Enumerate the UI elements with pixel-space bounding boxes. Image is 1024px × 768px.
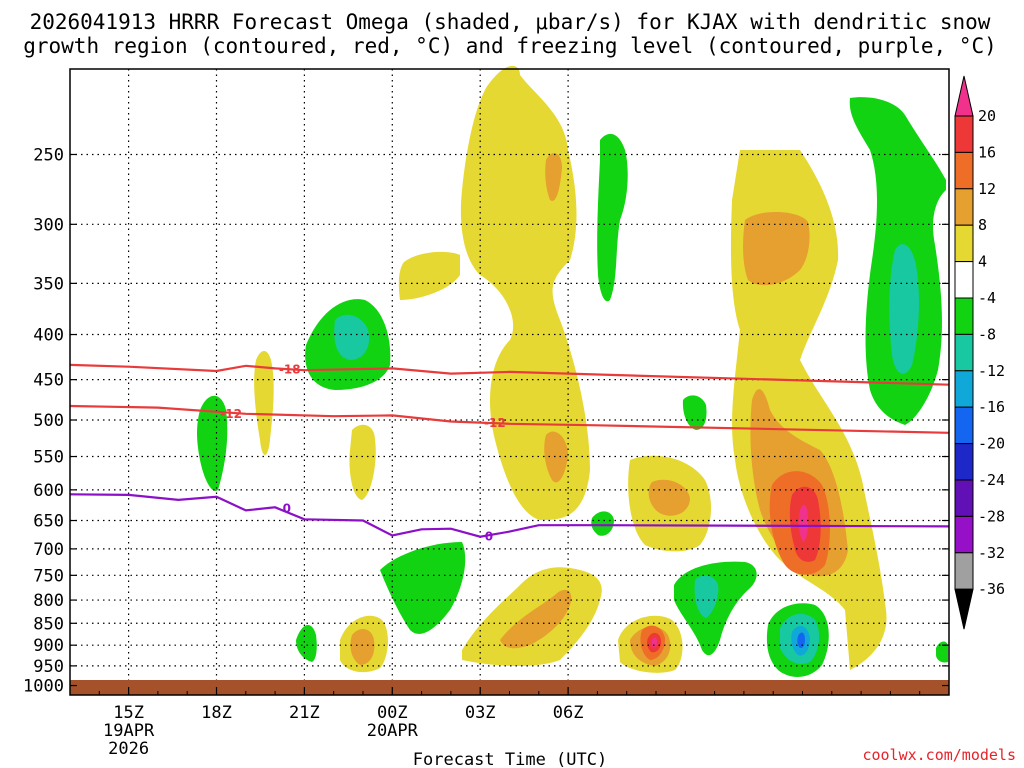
omega-area-yellow-mid-left	[398, 251, 460, 300]
colorbar-label: 4	[978, 253, 987, 271]
omega-area-teal-lower-mid	[694, 575, 719, 618]
colorbar-label: -32	[978, 544, 1005, 562]
omega-area-yellow-small-b	[349, 424, 376, 500]
contour-label: 0	[485, 530, 493, 544]
y-tick-label: 450	[33, 371, 64, 391]
y-tick-label: 400	[33, 326, 64, 346]
omega-area-magenta	[798, 504, 808, 542]
x-tick-label: 06Z	[553, 703, 584, 723]
colorbar-swatch	[954, 406, 974, 445]
y-tick-label: 350	[33, 274, 64, 294]
colorbar-swatch	[954, 151, 974, 190]
omega-area-orange-upper-right	[743, 211, 810, 286]
colorbar-swatch	[954, 515, 974, 554]
colorbar-label: -28	[978, 507, 1005, 525]
y-tick-label: 500	[33, 411, 64, 431]
y-tick-label: 750	[33, 566, 64, 586]
colorbar-label: -16	[978, 398, 1005, 416]
y-tick-label: 250	[33, 145, 64, 165]
omega-area-orange-lower-center	[500, 589, 572, 649]
omega-area-green-small-a	[296, 624, 317, 662]
colorbar-label: -36	[978, 580, 1005, 598]
omega-area-teal-mid-left	[334, 314, 370, 360]
omega-area-orange-small-a	[545, 153, 562, 201]
y-tick-label: 800	[33, 591, 64, 611]
contour-freezing-level	[69, 493, 950, 538]
colorbar-swatch	[954, 224, 974, 263]
omega-area-green-small-b	[936, 641, 948, 663]
colorbar-label: -4	[978, 289, 996, 307]
x-tick-label: 15Z	[113, 703, 144, 723]
chart-title-line1: 2026041913 HRRR Forecast Omega (shaded, …	[30, 10, 991, 34]
colorbar-swatch	[954, 552, 974, 590]
omega-area-orange-small-d	[350, 628, 375, 665]
contour-label: -18	[279, 362, 301, 376]
x-tick-year: 2026	[108, 739, 149, 759]
y-tick-label: 700	[33, 540, 64, 560]
colorbar-swatch	[954, 188, 974, 226]
contour-dendritic-upper	[69, 363, 950, 386]
y-tick-label: 550	[33, 448, 64, 468]
y-tick-label: 600	[33, 481, 64, 501]
y-tick-label: 300	[33, 215, 64, 235]
omega-area-green-upper-center	[597, 133, 628, 302]
omega-area-orange-small-c	[648, 479, 690, 516]
contour-dendritic-lower	[69, 404, 950, 434]
colorbar-swatch	[954, 115, 974, 153]
x-axis-label: Forecast Time (UTC)	[413, 750, 607, 768]
omega-area-orange-small-b	[544, 431, 568, 483]
colorbar-swatch	[954, 443, 974, 481]
colorbar-top-arrow	[954, 75, 974, 117]
y-tick-label: 950	[33, 657, 64, 677]
contour-label: -12	[220, 407, 242, 421]
colorbar-bottom-arrow	[954, 588, 974, 630]
colorbar: 20 16 12 8 4 -4 -8 -12 -16 -20 -24 -28 -32 -36	[954, 75, 1005, 630]
colorbar-label: -20	[978, 435, 1005, 453]
y-tick-label: 850	[33, 614, 64, 634]
colorbar-label: -12	[978, 362, 1005, 380]
contour-lines: -18 -12 -12 0 0	[69, 362, 950, 544]
x-tick-label: 18Z	[201, 703, 232, 723]
colorbar-label: 12	[978, 180, 996, 198]
colorbar-swatch	[954, 370, 974, 408]
colorbar-label: 16	[978, 143, 996, 161]
x-tick-date: 20APR	[367, 721, 419, 741]
x-tick-label: 03Z	[465, 703, 496, 723]
omega-area-green-lower-left	[380, 542, 466, 634]
contour-label: 0	[283, 502, 291, 516]
omega-shading	[197, 65, 948, 677]
colorbar-label: 8	[978, 216, 987, 234]
colorbar-swatch	[954, 333, 974, 372]
omega-area-green-small-center	[591, 511, 614, 536]
colorbar-label: -8	[978, 325, 996, 343]
y-tick-label: 1000	[23, 677, 64, 697]
omega-area-green-small-mid	[682, 395, 707, 430]
omega-area-yellow-small-a	[254, 350, 274, 455]
x-tick-label: 00Z	[377, 703, 408, 723]
colorbar-swatch	[954, 261, 974, 299]
x-tick-date: 19APR	[103, 721, 155, 741]
y-axis: 2503003504004505005506006507007508008509…	[23, 145, 949, 697]
omega-area-blue	[797, 632, 805, 649]
ground-surface	[70, 680, 949, 695]
omega-area-teal-upper-right	[889, 244, 919, 374]
credit-text: coolwx.com/models	[862, 746, 1016, 764]
colorbar-label: 20	[978, 107, 996, 125]
colorbar-swatch	[954, 479, 974, 517]
chart-title-line2: growth region (contoured, red, °C) and f…	[23, 34, 997, 58]
colorbar-swatch	[954, 297, 974, 335]
y-tick-label: 900	[33, 636, 64, 656]
contour-label: -12	[484, 416, 506, 430]
colorbar-label: -24	[978, 471, 1005, 489]
x-tick-label: 21Z	[289, 703, 320, 723]
y-tick-label: 650	[33, 512, 64, 532]
